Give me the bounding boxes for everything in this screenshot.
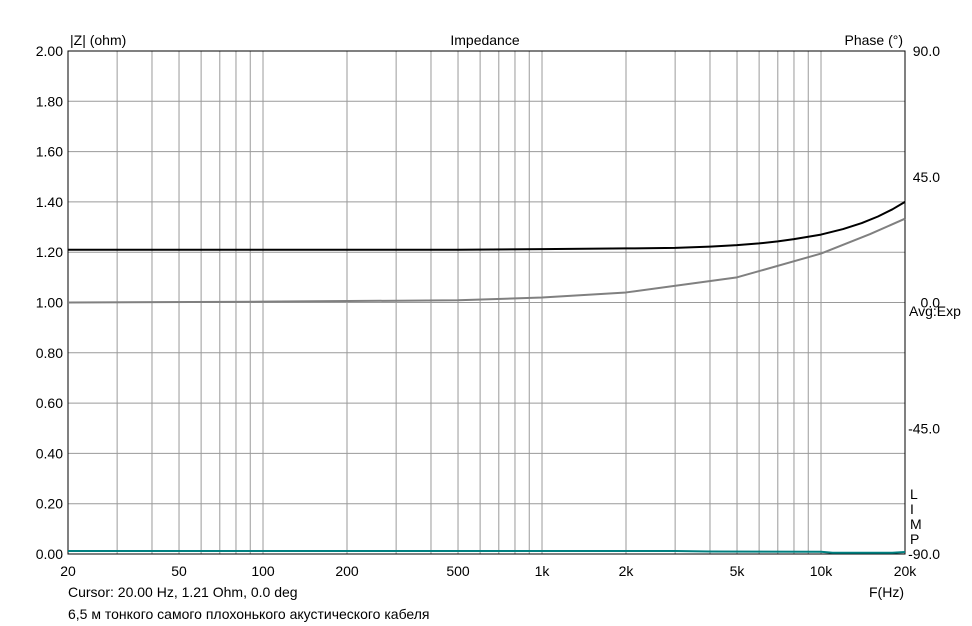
limp-trace-line [68, 549, 906, 554]
right-tick-labels: 90.0 45.0 0.0 -45.0 -90.0 [908, 43, 940, 562]
left-tick-labels: 0.00 0.20 0.40 0.60 0.80 1.00 1.20 1.40 1.60 1.80… [36, 43, 63, 562]
x-tick-label: 20k [894, 563, 918, 579]
x-tick-label: 5k [730, 563, 746, 579]
chart-note: 6,5 м тонкого самого плохонького акустич… [68, 606, 430, 622]
grid [68, 50, 905, 555]
x-tick-label: 200 [335, 563, 359, 579]
limp-letter-m: M [910, 516, 922, 532]
x-tick-label: 500 [446, 563, 470, 579]
y2-tick-label: 0.0 [921, 295, 941, 311]
y-tick-label: 0.40 [36, 445, 63, 461]
y2-tick-label: 45.0 [913, 169, 940, 185]
x-tick-label: 10k [810, 563, 834, 579]
y2-tick-label: -45.0 [908, 420, 940, 436]
avg-label: Avg:Exp [909, 303, 961, 319]
right-axis-label: Phase (°) [844, 32, 903, 48]
series-layer [67, 201, 906, 554]
y2-tick-label: 90.0 [913, 43, 940, 59]
x-tick-label: 1k [535, 563, 551, 579]
impedance-magnitude-line [68, 201, 906, 251]
y-tick-label: 1.20 [36, 244, 63, 260]
y-tick-label: 1.60 [36, 144, 63, 160]
y-tick-label: 0.00 [36, 546, 63, 562]
cursor-readout: Cursor: 20.00 Hz, 1.21 Ohm, 0.0 deg [68, 584, 298, 600]
phase-line [67, 217, 906, 304]
y-tick-label: 1.80 [36, 93, 63, 109]
y-tick-label: 0.80 [36, 345, 63, 361]
y-tick-label: 1.00 [36, 295, 63, 311]
y-tick-label: 0.20 [36, 496, 63, 512]
y2-tick-label: -90.0 [908, 546, 940, 562]
x-tick-label: 20 [60, 563, 76, 579]
x-tick-label: 100 [251, 563, 275, 579]
y-tick-label: 2.00 [36, 43, 63, 59]
limp-letter-p: P [910, 531, 919, 547]
x-tick-label: 50 [171, 563, 187, 579]
left-axis-label: |Z| (ohm) [70, 32, 126, 48]
x-tick-label: 2k [619, 563, 635, 579]
limp-markers: L I M P [910, 486, 922, 547]
y-tick-label: 0.60 [36, 395, 63, 411]
chart-title: Impedance [450, 32, 519, 48]
limp-letter-l: L [910, 486, 918, 502]
x-axis-label: F(Hz) [869, 584, 904, 600]
limp-letter-i: I [910, 501, 914, 517]
x-tick-labels: 20 50 100 200 500 1k 2k 5k 10k 20k [60, 563, 917, 579]
y-tick-label: 1.40 [36, 194, 63, 210]
